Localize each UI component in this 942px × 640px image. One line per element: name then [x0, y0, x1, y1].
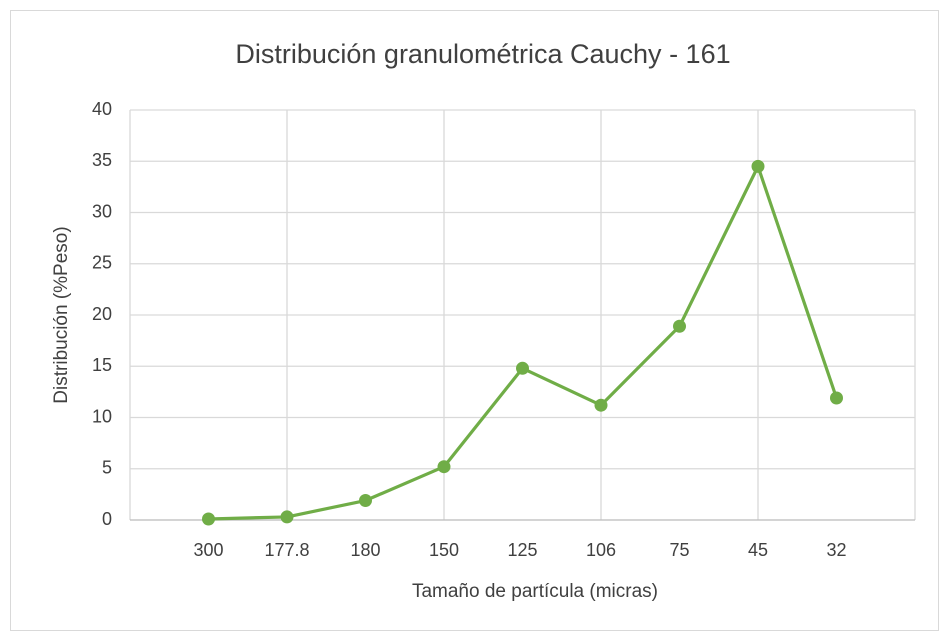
data-point [751, 159, 765, 173]
y-axis-label: Distribución (%Peso) [51, 226, 72, 403]
data-point [359, 494, 372, 508]
y-tick-label: 25 [92, 253, 112, 273]
y-tick-label: 40 [92, 99, 112, 119]
data-point [516, 361, 529, 375]
y-tick-label: 20 [92, 304, 112, 324]
x-tick-label: 45 [748, 540, 768, 560]
data-point [830, 391, 843, 405]
y-tick-label: 0 [102, 509, 112, 529]
x-tick-label: 150 [429, 540, 459, 560]
data-point [437, 460, 451, 474]
data-point [280, 510, 294, 524]
x-tick-label: 106 [586, 540, 616, 560]
x-tick-label: 32 [826, 540, 846, 560]
x-tick-label: 300 [193, 540, 223, 560]
x-tick-label: 125 [507, 540, 537, 560]
y-tick-label: 15 [92, 355, 112, 375]
data-point [594, 398, 608, 412]
data-point [673, 319, 686, 333]
x-tick-label: 177.8 [264, 540, 309, 560]
chart-title: Distribución granulométrica Cauchy - 161 [235, 39, 730, 69]
y-tick-label: 30 [92, 201, 112, 221]
x-axis-label: Tamaño de partícula (micras) [412, 581, 658, 602]
y-tick-label: 5 [102, 458, 112, 478]
y-tick-label: 10 [92, 406, 112, 426]
x-tick-label: 180 [350, 540, 380, 560]
y-tick-label: 35 [92, 150, 112, 170]
data-point [202, 512, 215, 526]
chart-frame [10, 10, 939, 631]
x-tick-label: 75 [669, 540, 689, 560]
